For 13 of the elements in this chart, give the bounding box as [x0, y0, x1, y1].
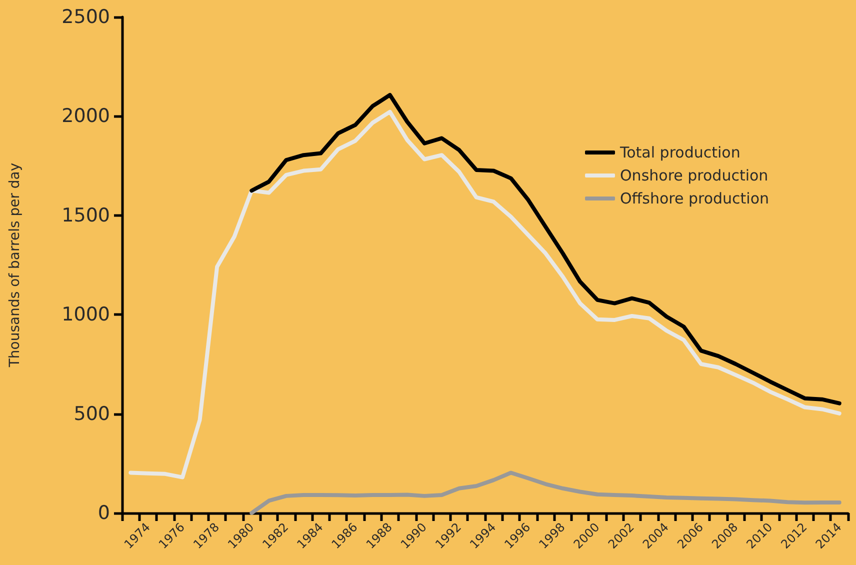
- y-tick-label: 2000: [62, 105, 110, 128]
- y-tick-label: 500: [74, 402, 110, 425]
- y-tick-label: 1500: [62, 204, 110, 226]
- line-series: [128, 110, 842, 480]
- legend-label: Total production: [619, 144, 740, 162]
- legend-label: Onshore production: [620, 166, 768, 184]
- y-axis-title: Thousands of barrels per day: [7, 162, 23, 368]
- y-tick-label: 1000: [62, 304, 110, 326]
- line-series: [250, 470, 842, 515]
- line-series: [250, 92, 842, 406]
- legend-label: Offshore production: [620, 190, 770, 208]
- y-tick-label: 2500: [62, 6, 110, 28]
- y-tick-label: 0: [98, 502, 110, 524]
